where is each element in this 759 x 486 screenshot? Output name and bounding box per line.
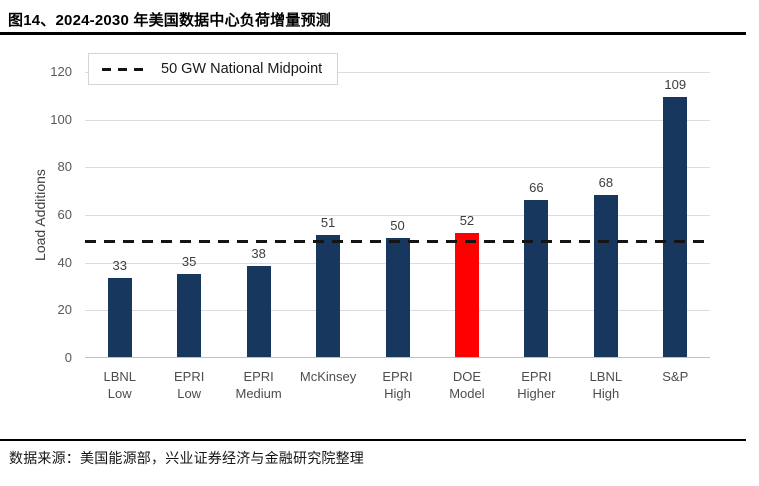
bar-value-label: 35 [181,253,197,269]
legend-label: 50 GW National Midpoint [161,61,323,77]
figure-title: 图14、2024-2030 年美国数据中心负荷增量预测 [8,12,331,29]
x-axis-label: LBNL Low [103,369,136,401]
bar [316,235,341,357]
x-axis-label: EPRI High [382,369,413,401]
bar-value-label: 33 [112,258,127,274]
y-tick-label: 80 [57,159,72,175]
y-tick-label: 60 [57,207,72,222]
bar [524,199,549,357]
bar-chart: Load Additions 33 LBNL Low 35 EPRI Low 38 EPR… [0,50,759,420]
bar [107,278,132,357]
bar-value-label: 68 [598,174,614,190]
x-axis-label: DOE Model [449,369,485,401]
plot-area: 33 LBNL Low 35 EPRI Low 38 EPRI Medium 51 McKin… [85,72,710,401]
bar [385,237,410,357]
y-tick-label: 40 [57,254,72,270]
bar-value-label: 109 [664,77,687,93]
bar-value-label: 38 [251,246,266,262]
x-axis-label: S&P [662,369,689,384]
bar [177,273,202,357]
y-tick-label: 120 [50,64,72,79]
bar [663,97,688,357]
gridline [85,215,710,216]
bar [454,233,479,357]
x-axis-label: EPRI Medium [235,369,282,401]
reference-line [85,240,710,244]
footer-divider [0,439,746,441]
y-tick-label: 100 [50,111,72,127]
bar-value-label: 66 [529,179,544,195]
bar-value-label: 50 [390,217,405,233]
gridline [85,72,710,73]
x-axis-label: EPRI Low [173,369,205,401]
bar-value-label: 51 [320,215,336,231]
bar-value-label: 52 [459,213,475,229]
y-tick-label: 20 [57,302,72,318]
data-source-note: 数据来源：美国能源部，兴业证券经济与金融研究院整理 [9,450,364,466]
x-axis-label: LBNL High [589,369,623,401]
x-axis-label: McKinsey [299,369,357,384]
x-axis-label: EPRI Higher [517,369,556,401]
legend: 50 GW National Midpoint [88,53,339,85]
report-header: 图14、2024-2030 年美国数据中心负荷增量预测 [0,0,759,35]
y-tick-label: 0 [64,350,72,365]
dashed-line-icon [102,67,150,71]
bar [246,266,271,357]
gridline [85,119,710,121]
gridline [85,167,710,169]
bar [593,194,618,357]
title-divider [0,32,746,35]
